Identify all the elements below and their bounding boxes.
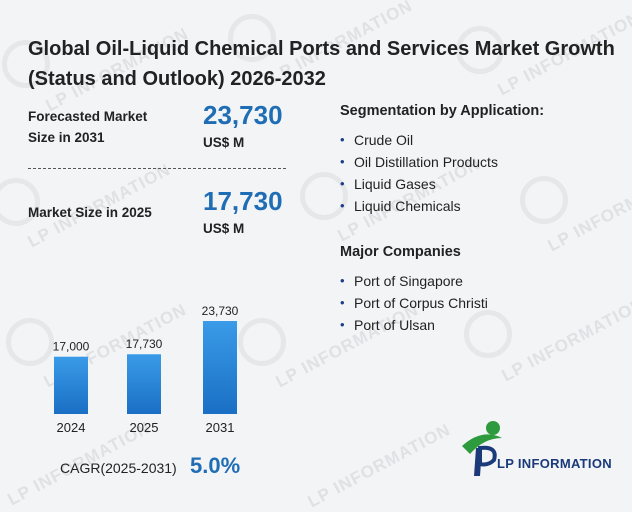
page-title: Global Oil-Liquid Chemical Ports and Ser…	[28, 38, 615, 90]
companies-title: Major Companies	[340, 244, 461, 260]
logo-icon	[462, 421, 502, 476]
list-item: Liquid Gases	[340, 173, 498, 195]
cagr-label: CAGR(2025-2031)	[60, 460, 177, 476]
logo-text: LP INFORMATION	[497, 456, 612, 471]
bar-2031	[203, 321, 237, 414]
current-label: Market Size in 2025	[28, 205, 152, 220]
list-item: Port of Singapore	[340, 270, 488, 292]
tick-label: 2031	[206, 420, 235, 435]
data-label: 17,000	[53, 340, 90, 354]
bar-chart: 17,000 2024 17,730 2025 23,730 2031	[53, 304, 239, 435]
data-label: 23,730	[202, 304, 239, 318]
list-item: Crude Oil	[340, 129, 498, 151]
cagr-value: 5.0%	[190, 453, 241, 478]
forecast-label: Forecasted Market Size in 2031	[28, 109, 148, 145]
forecast-unit: US$ M	[203, 135, 245, 150]
data-label: 17,730	[126, 337, 163, 351]
bar-2025	[127, 354, 161, 414]
segmentation-list: Crude Oil Oil Distillation Products Liqu…	[340, 129, 498, 217]
list-item: Oil Distillation Products	[340, 151, 498, 173]
forecast-value: 23,730	[203, 100, 283, 130]
tick-label: 2024	[57, 420, 86, 435]
tick-label: 2025	[130, 420, 159, 435]
list-item: Liquid Chemicals	[340, 195, 498, 217]
bar-2024	[54, 356, 88, 414]
companies-list: Port of Singapore Port of Corpus Christi…	[340, 270, 488, 336]
current-value: 17,730	[203, 186, 283, 216]
segmentation-title: Segmentation by Application:	[340, 103, 545, 119]
list-item: Port of Corpus Christi	[340, 292, 488, 314]
divider	[28, 168, 286, 169]
current-unit: US$ M	[203, 221, 245, 236]
list-item: Port of Ulsan	[340, 314, 488, 336]
